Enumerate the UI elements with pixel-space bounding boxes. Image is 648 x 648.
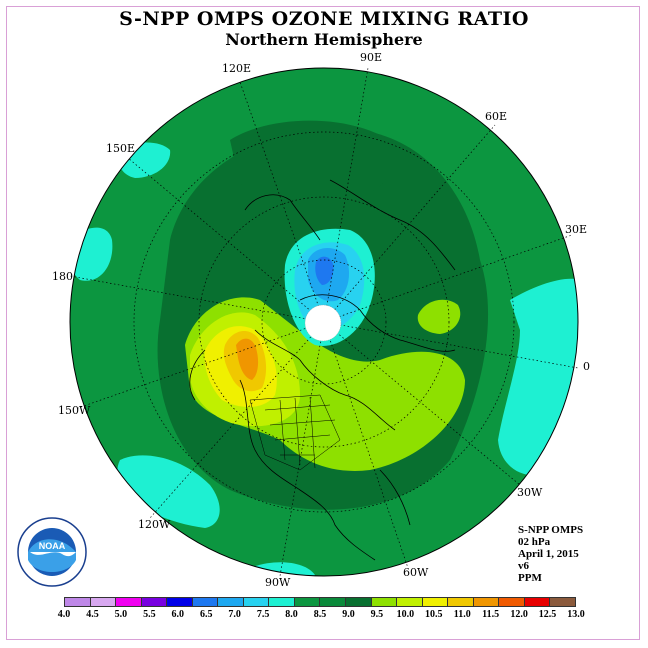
zone-9-5-east: [417, 299, 461, 334]
color-tick-label: 6.5: [199, 609, 213, 620]
map-subtitle: Northern Hemisphere: [225, 30, 423, 49]
info-block: S-NPP OMPS 02 hPa April 1, 2015 v6 PPM: [518, 524, 583, 584]
lon-label-120e: 120E: [222, 62, 251, 75]
color-swatch: [448, 598, 474, 606]
color-tick-label: 8.0: [285, 609, 298, 620]
color-swatch: [294, 598, 321, 606]
color-swatch: [116, 598, 142, 606]
color-tick-label: 5.0: [114, 609, 128, 620]
color-tick-label: 10.5: [425, 609, 443, 620]
color-swatch: [397, 598, 423, 606]
color-swatch: [192, 598, 219, 606]
lon-label-150w: 150W: [58, 404, 91, 417]
lon-label-60w: 60W: [403, 566, 429, 579]
color-swatch: [550, 598, 575, 606]
polar-night-mask: [305, 305, 341, 341]
color-swatch: [243, 598, 270, 606]
color-tick-label: 11.5: [482, 609, 500, 620]
zone-11-5: [236, 338, 259, 380]
color-tick-label: 10.0: [396, 609, 415, 620]
color-scale-ticks: 4.0 4.5 5.0 5.5 6.0 6.5 7.0 7.5 8.0 8.5 9.0 9.5 10.0…: [58, 609, 585, 623]
color-tick-label: 7.5: [256, 609, 270, 620]
graticule: [69, 67, 579, 577]
coastlines: [189, 179, 456, 561]
lon-label-90w: 90W: [265, 576, 291, 589]
color-swatch: [167, 598, 193, 606]
state-boundaries: [249, 394, 341, 471]
lon-label-180: 180: [52, 270, 73, 283]
color-swatch: [90, 598, 117, 606]
noaa-logo-text: NOAA: [39, 541, 66, 551]
color-swatch: [524, 598, 551, 606]
info-date: April 1, 2015: [518, 548, 579, 560]
color-tick-label: 6.0: [171, 609, 185, 620]
color-tick-label: 8.5: [313, 609, 327, 620]
color-swatch: [473, 598, 500, 606]
color-swatch: [320, 598, 347, 606]
zone-8-0-d: [117, 455, 220, 528]
color-swatch: [269, 598, 295, 606]
map-title: S-NPP OMPS OZONE MIXING RATIO: [119, 8, 529, 30]
color-tick-label: 9.0: [342, 609, 355, 620]
zone-6-0: [315, 256, 334, 285]
color-swatch: [371, 598, 398, 606]
info-units: PPM: [518, 572, 542, 584]
color-swatch: [346, 598, 372, 606]
color-swatch: [65, 598, 91, 606]
lon-label-150e: 150E: [106, 142, 135, 155]
info-instrument: S-NPP OMPS: [518, 524, 584, 536]
lon-label-30w: 30W: [517, 486, 543, 499]
color-tick-label: 9.5: [370, 609, 384, 620]
color-tick-label: 7.0: [228, 609, 241, 620]
map-border: [69, 67, 579, 577]
lon-label-120w: 120W: [138, 518, 171, 531]
color-tick-label: 4.5: [86, 609, 99, 620]
info-version: v6: [518, 560, 529, 572]
color-swatch: [218, 598, 244, 606]
noaa-logo: NOAA: [17, 517, 87, 587]
info-pressure: 02 hPa: [518, 536, 551, 548]
zone-9-0-north: [230, 120, 391, 195]
lon-label-0: 0: [583, 360, 590, 373]
color-tick-label: 13.0: [567, 609, 585, 620]
color-tick-label: 11.0: [453, 609, 471, 620]
lon-label-60e: 60E: [485, 110, 507, 123]
color-swatch: [141, 598, 168, 606]
color-scale-bar: [64, 597, 576, 607]
color-swatch: [422, 598, 449, 606]
lon-label-30e: 30E: [565, 223, 587, 236]
color-tick-label: 5.5: [143, 609, 156, 620]
color-tick-label: 12.0: [510, 609, 528, 620]
lon-label-90e: 90E: [360, 51, 382, 64]
image-frame: [6, 6, 640, 640]
color-tick-label: 4.0: [57, 609, 71, 620]
color-swatch: [499, 598, 525, 606]
color-tick-label: 12.5: [538, 609, 557, 620]
